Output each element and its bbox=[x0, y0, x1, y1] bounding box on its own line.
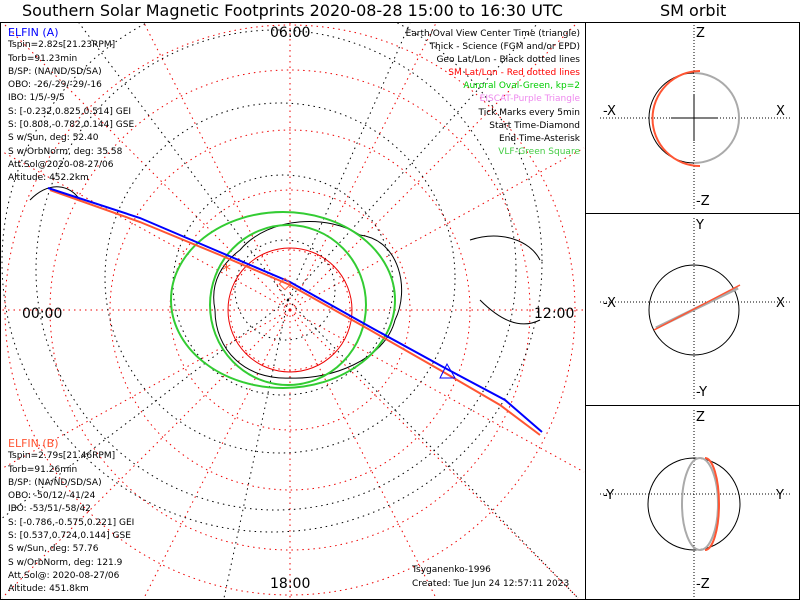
elfin-a-track bbox=[47, 187, 543, 433]
info-line: S: [-0.232,0.825,0.514] GEI bbox=[8, 106, 132, 117]
info-line: IBO: 1/5/-9/5 bbox=[8, 93, 65, 104]
info-line: Torb=91.23min bbox=[8, 53, 78, 64]
info-line: Torb=91.26min bbox=[8, 464, 78, 475]
axis-top-1: Z bbox=[696, 26, 705, 41]
polar-map: * bbox=[1, 23, 585, 599]
info-line: S: [0.537,0.724,0.144] GSE bbox=[8, 531, 131, 542]
axis-right-2: X bbox=[776, 296, 785, 311]
info-line: Tspin=2.79s[21.46RPM] bbox=[8, 451, 116, 462]
axis-top-3: Z bbox=[696, 410, 705, 425]
info-line: S w/Sun, deg: 52.40 bbox=[8, 133, 99, 144]
axis-left-1: -X bbox=[603, 104, 616, 119]
auroral-oval-outer bbox=[170, 211, 396, 389]
legend-item: End Time-Asterisk bbox=[498, 133, 580, 144]
elfin-b-info: ELFIN (B) Tspin=2.79s[21.46RPM] Torb=91.… bbox=[8, 437, 134, 597]
info-line: Att.Sol@2020-08-27/06 bbox=[8, 159, 114, 170]
orbit-title: SM orbit bbox=[660, 1, 727, 20]
info-line: S: [-0.786,-0.575,0.221] GEI bbox=[8, 517, 135, 528]
plot-title: Southern Solar Magnetic Footprints 2020-… bbox=[22, 1, 563, 20]
info-line: S w/OrbNorm, deg: 121.9 bbox=[8, 557, 123, 568]
view-center-triangle bbox=[439, 362, 456, 379]
end-asterisk-b: * bbox=[222, 260, 231, 281]
legend-item: SM Lat/Lon - Red dotted lines bbox=[448, 68, 580, 79]
legend-item: Start Time-Diamond bbox=[489, 120, 580, 131]
info-line: Tspin=2.82s[21.23RPM] bbox=[8, 40, 116, 51]
sm-pole-circle bbox=[227, 247, 353, 373]
info-line: S: [0.808,-0.782,0.144] GSE bbox=[8, 120, 135, 131]
elfin-b-name: ELFIN (B) bbox=[8, 437, 59, 450]
elfin-a-info: ELFIN (A) Tspin=2.82s[21.23RPM] Torb=91.… bbox=[8, 26, 134, 186]
hour-label-right: 12:00 bbox=[534, 306, 575, 322]
legend: Earth/Oval View Center Time (triangle) T… bbox=[406, 28, 580, 159]
axis-bottom-2: -Y bbox=[696, 385, 708, 400]
axis-right-3: Y bbox=[776, 488, 784, 503]
legend-item: Earth/Oval View Center Time (triangle) bbox=[405, 29, 580, 39]
auroral-oval-inner bbox=[209, 224, 367, 386]
hour-label-left: 00:00 bbox=[22, 306, 63, 322]
hour-label-top: 06:00 bbox=[270, 25, 311, 41]
legend-item: Geo Lat/Lon - Black dotted lines bbox=[436, 55, 580, 66]
legend-item: Tick Marks every 5min bbox=[478, 107, 580, 118]
legend-item: VLF-Green Square bbox=[498, 146, 580, 157]
axis-bottom-3: -Z bbox=[696, 577, 710, 592]
orbit-xz bbox=[600, 25, 790, 210]
info-line: S w/OrbNorm, deg: 35.58 bbox=[8, 146, 123, 157]
orbit-yz bbox=[600, 410, 790, 597]
info-line: OBO: -50/12/-41/24 bbox=[8, 491, 96, 502]
elfin-a-name: ELFIN (A) bbox=[8, 26, 59, 39]
legend-item: EISCAT-Purple Triangle bbox=[479, 94, 580, 105]
legend-item: Auroral Oval-Green, kp=2 bbox=[463, 81, 580, 92]
start-diamond bbox=[278, 277, 292, 291]
legend-item: Thick - Science (FGM and/or EPD) bbox=[429, 42, 580, 53]
coastlines bbox=[29, 186, 541, 325]
axis-left-3: -Y bbox=[603, 488, 615, 503]
orbit-xy bbox=[600, 218, 790, 400]
info-line: OBO: -26/-29/-29/-16 bbox=[8, 80, 102, 91]
hour-label-bottom: 18:00 bbox=[270, 576, 311, 592]
info-line: S w/Sun, deg: 57.76 bbox=[8, 544, 99, 555]
axis-right-1: X bbox=[776, 104, 785, 119]
info-line: Altitude: 452.2km bbox=[8, 173, 89, 184]
info-line: Altitude: 451.8km bbox=[8, 584, 89, 595]
axis-top-2: Y bbox=[696, 218, 704, 233]
model-credit: Tsyganenko-1996 bbox=[412, 565, 491, 575]
axis-left-2: -X bbox=[603, 296, 616, 311]
info-line: IBO: -53/51/-58/42 bbox=[8, 504, 91, 515]
elfin-b-track bbox=[49, 189, 541, 436]
sm-grid bbox=[1, 23, 585, 599]
info-line: Att.Sol@: 2020-08-27/06 bbox=[8, 570, 120, 581]
info-line: B/SP: (NA/ND/SD/SA) bbox=[8, 66, 102, 77]
axis-bottom-1: -Z bbox=[696, 194, 710, 209]
orbit-frame-yz bbox=[585, 405, 800, 600]
created-timestamp: Created: Tue Jun 24 12:57:11 2023 bbox=[412, 579, 570, 589]
info-line: B/SP: (NA/ND/SD/SA) bbox=[8, 477, 102, 488]
